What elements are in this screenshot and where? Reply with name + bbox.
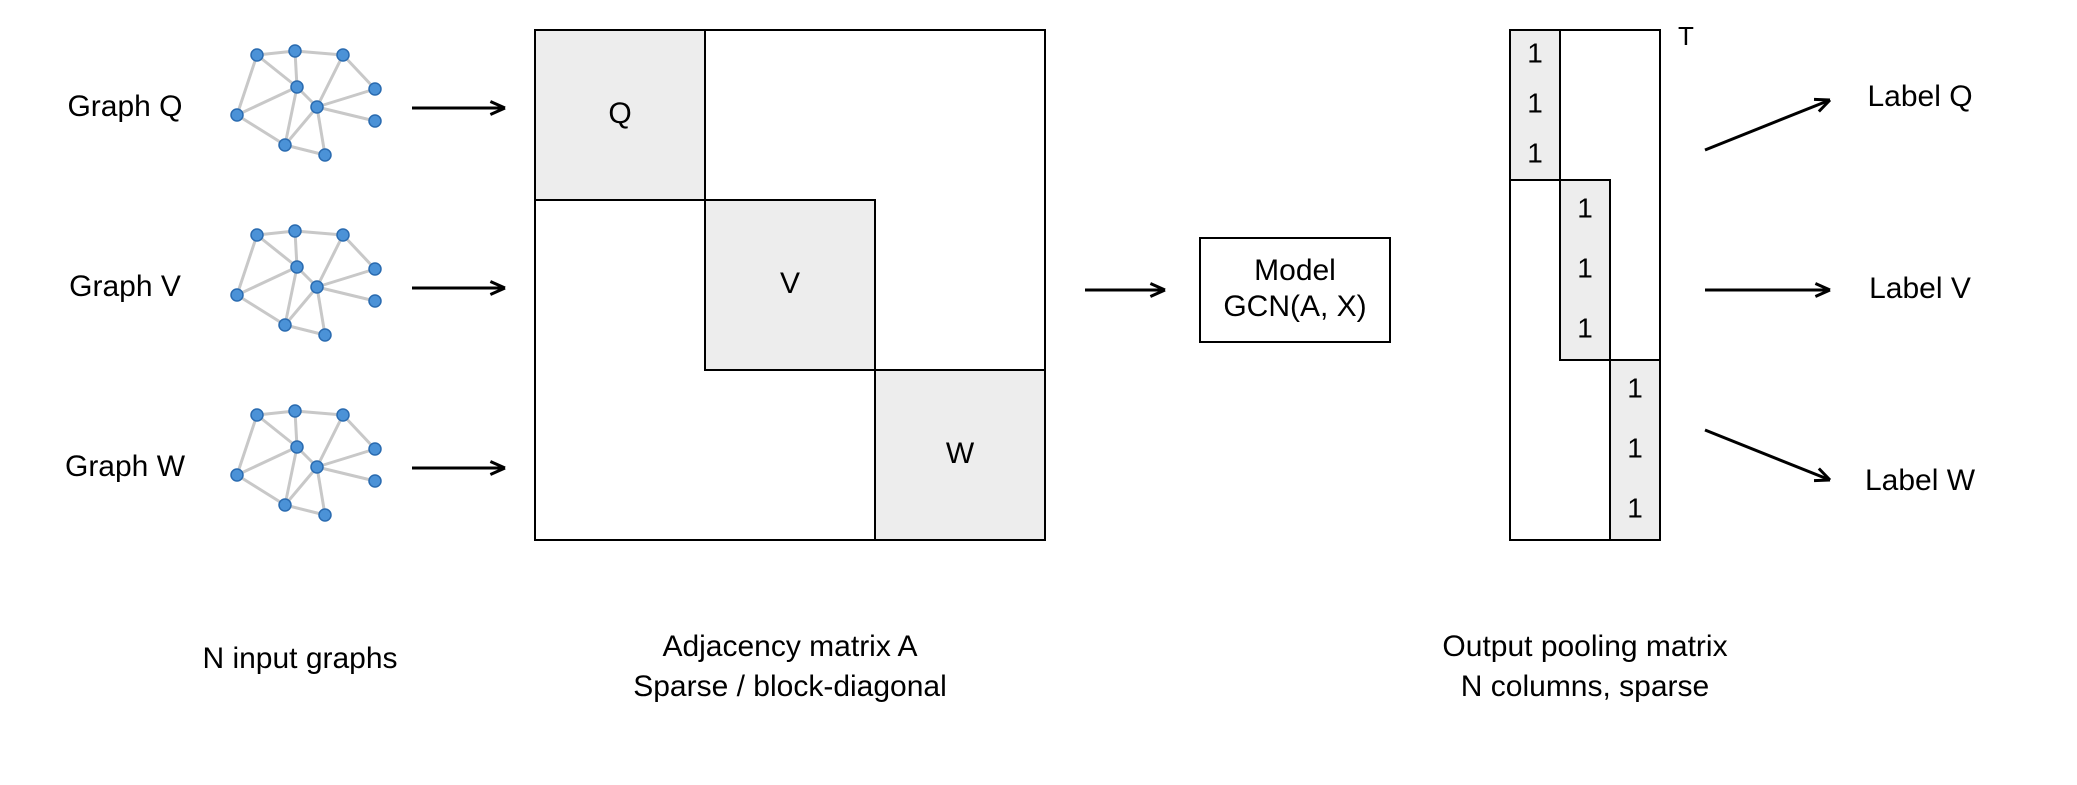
arrow-to-label <box>1705 430 1830 481</box>
matrix-block-label: Q <box>608 97 631 130</box>
output-label: Label V <box>1869 272 1971 305</box>
model-box: ModelGCN(A, X) <box>1200 238 1390 342</box>
input-graph <box>231 225 381 341</box>
pool-digit: 1 <box>1627 372 1643 403</box>
pool-digit: 1 <box>1577 252 1593 283</box>
arrow-to-matrix <box>412 101 505 114</box>
input-graph <box>231 45 381 161</box>
pool-digit: 1 <box>1527 37 1543 68</box>
caption-matrix-1: Adjacency matrix A <box>662 630 917 663</box>
caption-pool-2: N columns, sparse <box>1461 670 1709 703</box>
adjacency-matrix: Q V W <box>535 30 1045 540</box>
pool-digit: 1 <box>1577 312 1593 343</box>
pool-digit: 1 <box>1577 192 1593 223</box>
output-label: Label W <box>1865 464 1976 497</box>
pooling-matrix: 1 1 1 1 1 1 1 1 1 T <box>1510 21 1694 540</box>
model-line2: GCN(A, X) <box>1223 290 1366 323</box>
pool-digit: 1 <box>1627 432 1643 463</box>
pool-digit: 1 <box>1627 492 1643 523</box>
caption-matrix-2: Sparse / block-diagonal <box>633 670 947 703</box>
graph-label: Graph V <box>69 270 181 303</box>
arrow-to-label <box>1705 283 1830 296</box>
model-line1: Model <box>1254 254 1336 287</box>
arrow-to-matrix <box>412 281 505 294</box>
matrix-block-label: W <box>946 437 975 470</box>
transpose-mark: T <box>1678 21 1694 51</box>
matrix-block-label: V <box>780 267 800 300</box>
graph-label: Graph Q <box>67 90 182 123</box>
input-graph <box>231 405 381 521</box>
pool-digit: 1 <box>1527 87 1543 118</box>
output-label: Label Q <box>1867 80 1972 113</box>
arrow-to-model <box>1085 283 1165 296</box>
graph-label: Graph W <box>65 450 186 483</box>
pool-digit: 1 <box>1527 137 1543 168</box>
arrow-to-label <box>1705 99 1830 150</box>
caption-inputs: N input graphs <box>202 642 397 675</box>
caption-pool-1: Output pooling matrix <box>1442 630 1727 663</box>
arrow-to-matrix <box>412 461 505 474</box>
